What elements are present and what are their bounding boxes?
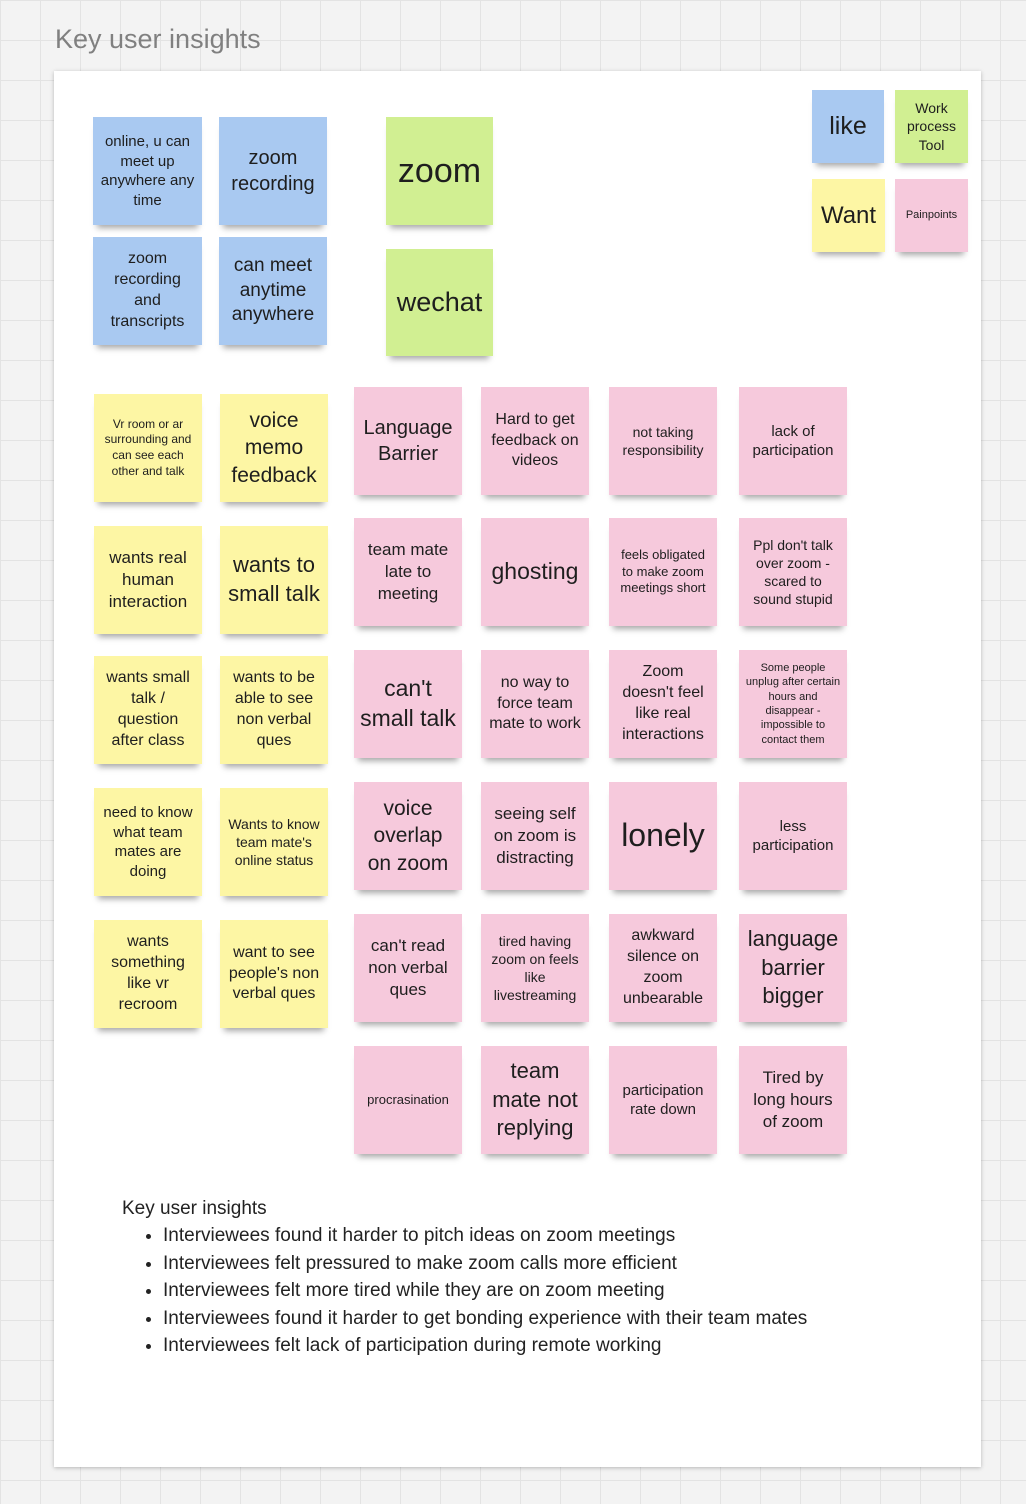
sticky-note: less participation xyxy=(739,782,847,890)
sticky-note: team mate late to meeting xyxy=(354,518,462,626)
sticky-note: Ppl don't talk over zoom - scared to sou… xyxy=(739,518,847,626)
insight-item: Interviewees found it harder to pitch id… xyxy=(163,1222,807,1250)
sticky-note: Tired by long hours of zoom xyxy=(739,1046,847,1154)
sticky-note: online, u can meet up anywhere any time xyxy=(93,117,202,225)
sticky-note: wants to be able to see non verbal ques xyxy=(220,656,328,764)
sticky-note: not taking responsibility xyxy=(609,387,717,495)
sticky-note: Want xyxy=(812,179,885,252)
sticky-note: zoom recording and transcripts xyxy=(93,237,202,345)
sticky-note: Hard to get feedback on videos xyxy=(481,387,589,495)
insight-item: Interviewees felt pressured to make zoom… xyxy=(163,1250,807,1278)
sticky-note: Vr room or ar surrounding and can see ea… xyxy=(94,394,202,502)
sticky-note: Some people unplug after certain hours a… xyxy=(739,650,847,758)
sticky-note: language barrier bigger xyxy=(739,914,847,1022)
insights-list: Interviewees found it harder to pitch id… xyxy=(122,1222,807,1360)
sticky-note: Wants to know team mate's online status xyxy=(220,788,328,896)
sticky-note: Zoom doesn't feel like real interactions xyxy=(609,650,717,758)
insight-item: Interviewees found it harder to get bond… xyxy=(163,1305,807,1333)
sticky-note: feels obligated to make zoom meetings sh… xyxy=(609,518,717,626)
sticky-note: voice memo feedback xyxy=(220,394,328,502)
sticky-note: wants small talk / question after class xyxy=(94,656,202,764)
sticky-note: Work process Tool xyxy=(895,90,968,163)
sticky-note: lack of participation xyxy=(739,387,847,495)
sticky-note: can meet anytime anywhere xyxy=(219,237,327,345)
insight-item: Interviewees felt lack of participation … xyxy=(163,1332,807,1360)
sticky-note: want to see people's non verbal ques xyxy=(220,920,328,1028)
sticky-note: zoom recording xyxy=(219,117,327,225)
sticky-note: seeing self on zoom is distracting xyxy=(481,782,589,890)
sticky-note: procrasination xyxy=(354,1046,462,1154)
page-title: Key user insights xyxy=(55,24,261,54)
sticky-note: lonely xyxy=(609,782,717,890)
sticky-note: voice overlap on zoom xyxy=(354,782,462,890)
sticky-note: zoom xyxy=(386,117,493,225)
sticky-note: awkward silence on zoom unbearable xyxy=(609,914,717,1022)
sticky-note: no way to force team mate to work xyxy=(481,650,589,758)
insight-item: Interviewees felt more tired while they … xyxy=(163,1277,807,1305)
sticky-note: wants real human interaction xyxy=(94,526,202,634)
sticky-note: Painpoints xyxy=(895,179,968,252)
board xyxy=(54,71,981,1467)
sticky-note: wants to small talk xyxy=(220,526,328,634)
sticky-note: Language Barrier xyxy=(354,387,462,495)
sticky-note: need to know what team mates are doing xyxy=(94,788,202,896)
sticky-note: can't read non verbal ques xyxy=(354,914,462,1022)
sticky-note: wants something like vr recroom xyxy=(94,920,202,1028)
sticky-note: ghosting xyxy=(481,518,589,626)
sticky-note: team mate not replying xyxy=(481,1046,589,1154)
sticky-note: wechat xyxy=(386,249,493,356)
sticky-note: tired having zoom on feels like livestre… xyxy=(481,914,589,1022)
insights-heading: Key user insights xyxy=(122,1198,267,1219)
sticky-note: like xyxy=(812,90,884,163)
sticky-note: participation rate down xyxy=(609,1046,717,1154)
sticky-note: can't small talk xyxy=(354,650,462,758)
insights-text: Key user insights Interviewees found it … xyxy=(122,1198,807,1360)
